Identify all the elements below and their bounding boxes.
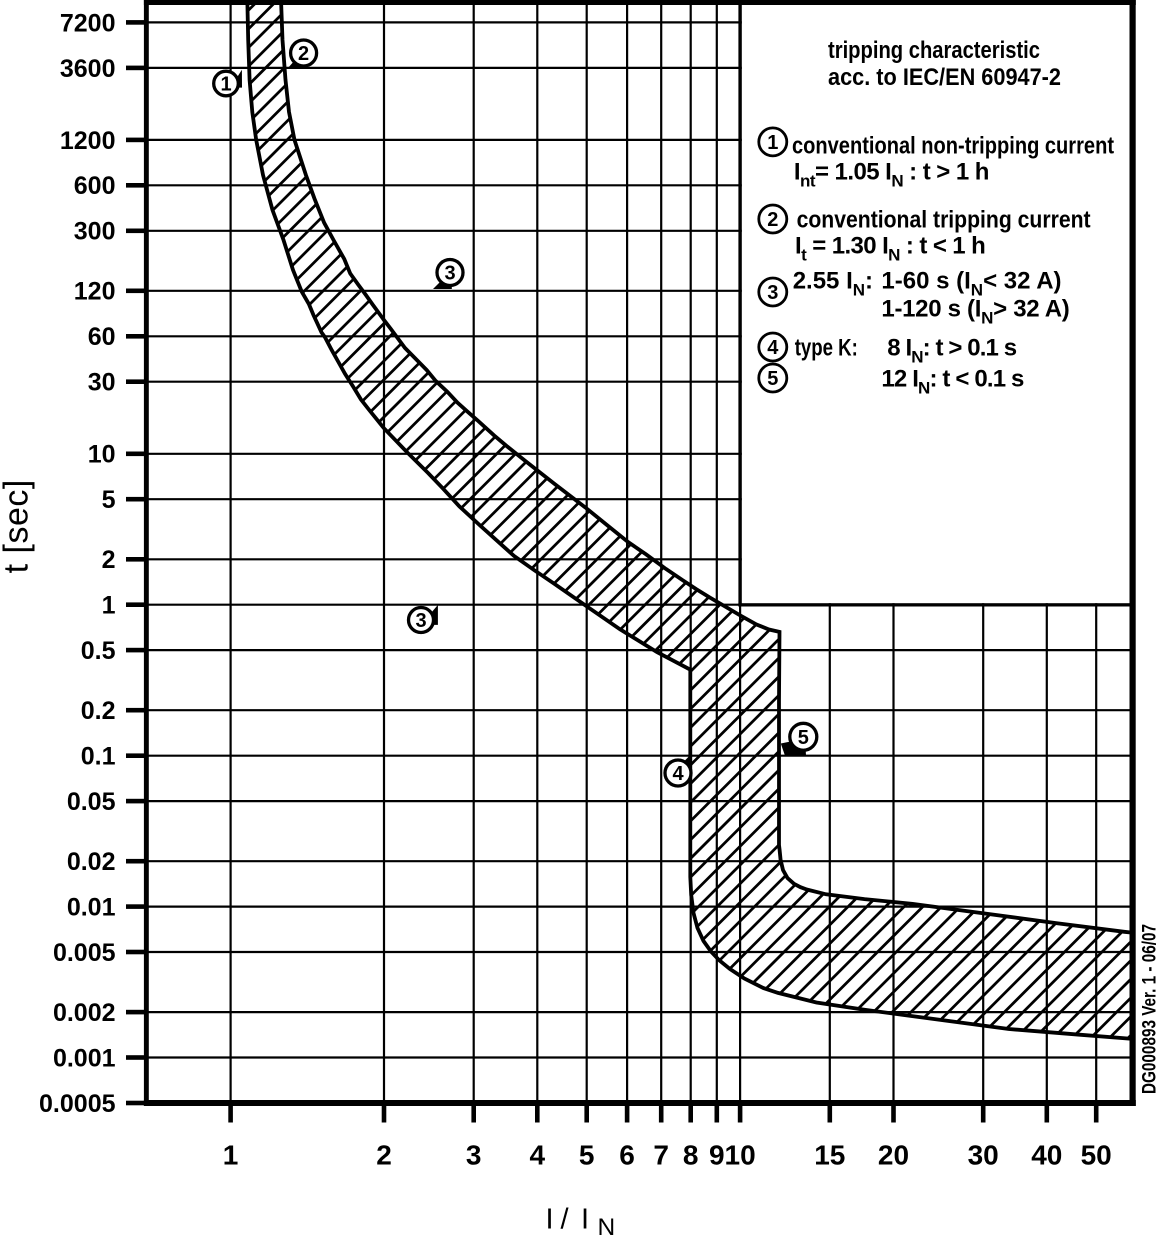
svg-text:12 IN: t < 0.1 s: 12 IN: t < 0.1 s [881, 366, 1024, 398]
svg-text:7: 7 [653, 1140, 669, 1171]
svg-text:1200: 1200 [60, 127, 116, 155]
svg-text:30: 30 [88, 369, 116, 397]
svg-text:2: 2 [102, 546, 116, 574]
svg-text:conventional tripping current: conventional tripping current [797, 207, 1091, 234]
svg-text:1-120 s (IN> 32 A): 1-120 s (IN> 32 A) [881, 296, 1069, 328]
svg-text:conventional non-tripping curr: conventional non-tripping current [792, 133, 1114, 160]
svg-text:15: 15 [814, 1140, 845, 1171]
svg-text:50: 50 [1081, 1140, 1112, 1171]
svg-text:2: 2 [376, 1140, 392, 1171]
svg-text:0.001: 0.001 [53, 1045, 116, 1073]
svg-text:DG000893 Ver. 1 - 06/07: DG000893 Ver. 1 - 06/07 [1139, 924, 1156, 1094]
svg-text:6: 6 [619, 1140, 635, 1171]
svg-text:3: 3 [767, 282, 778, 304]
svg-text:30: 30 [968, 1140, 999, 1171]
svg-text:t [sec]: t [sec] [0, 479, 36, 573]
svg-text:1: 1 [102, 592, 116, 620]
svg-text:1: 1 [223, 1140, 239, 1171]
svg-text:/: / [561, 1204, 570, 1236]
svg-text:600: 600 [74, 172, 116, 200]
svg-text:40: 40 [1031, 1140, 1062, 1171]
svg-text:10: 10 [725, 1140, 756, 1171]
svg-text:300: 300 [74, 218, 116, 246]
svg-text:8 IN: t > 0.1 s: 8 IN: t > 0.1 s [887, 335, 1016, 367]
svg-text:0.0005: 0.0005 [39, 1090, 116, 1118]
svg-text:9: 9 [709, 1140, 725, 1171]
svg-text:5: 5 [102, 486, 116, 514]
svg-text:type K:: type K: [795, 335, 858, 362]
svg-text:2: 2 [298, 43, 309, 65]
svg-text:5: 5 [579, 1140, 595, 1171]
svg-text:1: 1 [767, 132, 778, 154]
svg-text:4: 4 [530, 1140, 546, 1171]
svg-text:0.1: 0.1 [81, 743, 116, 771]
svg-text:0.02: 0.02 [67, 848, 116, 876]
svg-text:2: 2 [767, 209, 778, 231]
svg-text:Int= 1.05 IN : t > 1 h: Int= 1.05 IN : t > 1 h [794, 159, 989, 191]
svg-text:N: N [598, 1214, 616, 1237]
svg-text:I: I [546, 1204, 554, 1236]
svg-text:I: I [581, 1204, 589, 1236]
svg-text:0.005: 0.005 [53, 939, 116, 967]
svg-text:20: 20 [878, 1140, 909, 1171]
svg-text:0.5: 0.5 [81, 637, 116, 665]
svg-text:0.01: 0.01 [67, 894, 116, 922]
svg-text:1: 1 [220, 74, 231, 96]
svg-text:60: 60 [88, 323, 116, 351]
svg-text:8: 8 [683, 1140, 699, 1171]
svg-text:acc. to IEC/EN 60947-2: acc. to IEC/EN 60947-2 [828, 64, 1061, 91]
svg-text:tripping characteristic: tripping characteristic [828, 37, 1040, 64]
svg-text:4: 4 [767, 337, 779, 359]
svg-text:5: 5 [798, 727, 809, 749]
svg-text:3: 3 [466, 1140, 482, 1171]
svg-text:10: 10 [88, 441, 116, 469]
svg-text:3600: 3600 [60, 55, 116, 83]
svg-text:3: 3 [415, 610, 426, 632]
svg-text:120: 120 [74, 278, 116, 306]
svg-text:0.002: 0.002 [53, 999, 116, 1027]
svg-text:0.2: 0.2 [81, 697, 116, 725]
svg-text:0.05: 0.05 [67, 788, 116, 816]
svg-text:4: 4 [672, 763, 684, 785]
svg-text:3: 3 [444, 263, 455, 285]
svg-text:5: 5 [767, 368, 778, 390]
svg-text:7200: 7200 [60, 9, 116, 37]
